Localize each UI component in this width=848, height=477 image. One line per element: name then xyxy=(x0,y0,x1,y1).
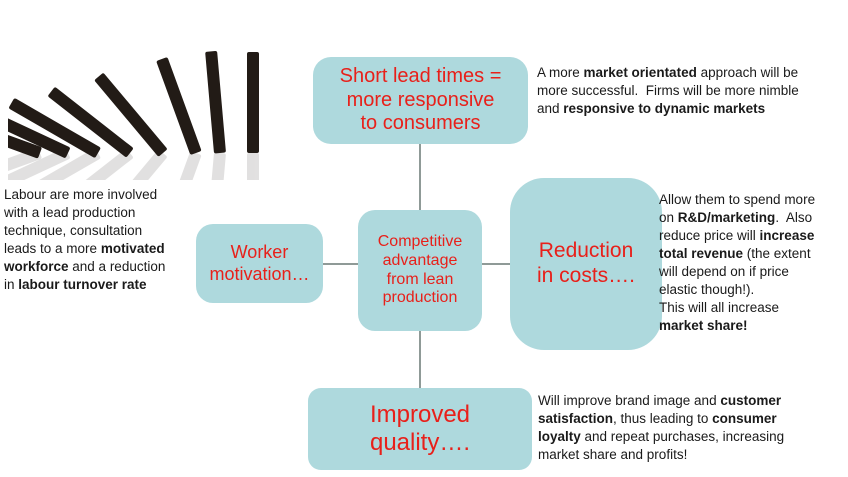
note-reduction-in-costs: Allow them to spend more on R&D/marketin… xyxy=(659,192,816,333)
falling-dominoes-image xyxy=(8,51,259,180)
note-improved-quality: Will improve brand image and customer sa… xyxy=(538,393,785,462)
node-competitive-advantage: Competitive advantage from lean producti… xyxy=(358,210,482,331)
connector-top xyxy=(419,144,421,210)
note-worker-motivation: Labour are more involved with a lead pro… xyxy=(4,187,166,292)
connector-left xyxy=(323,263,358,265)
node-improved-quality: Improved quality…. xyxy=(308,388,532,470)
note-short-lead-times: A more market orientated approach will b… xyxy=(537,65,799,116)
node-short-lead-times: Short lead times = more responsive to co… xyxy=(313,57,528,144)
connector-right xyxy=(482,263,510,265)
node-reduction-in-costs: Reduction in costs…. xyxy=(510,178,662,350)
node-worker-motivation: Worker motivation… xyxy=(196,224,323,303)
connector-bottom xyxy=(419,331,421,388)
